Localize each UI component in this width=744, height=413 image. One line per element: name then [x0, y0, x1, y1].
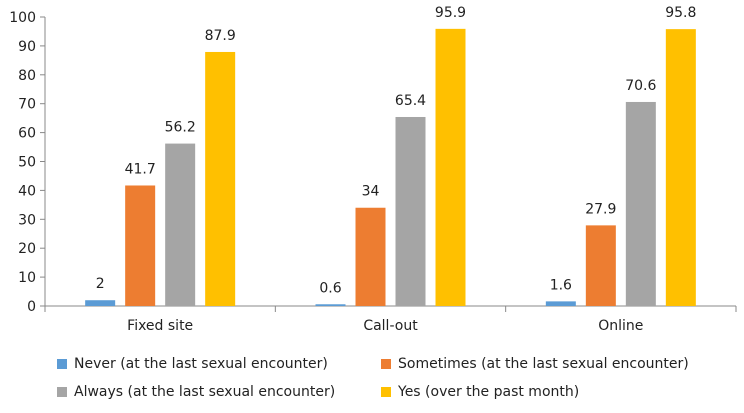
category-labels: Fixed site Call-out Online — [127, 318, 643, 334]
data-label: 87.9 — [205, 28, 236, 44]
data-labels: 2 41.7 56.2 87.9 0.6 34 65.4 95.9 1.6 27.9 70.6 95.… — [96, 5, 697, 296]
data-label: 65.4 — [395, 93, 426, 109]
data-label: 34 — [362, 184, 380, 200]
bar — [625, 101, 656, 306]
data-label: 2 — [96, 276, 105, 292]
bar — [205, 51, 236, 307]
bar — [395, 116, 426, 306]
y-tick-label: 60 — [18, 126, 36, 142]
category-label: Call-out — [363, 318, 418, 334]
y-tick-label: 80 — [18, 68, 36, 84]
bar — [315, 304, 346, 306]
bar — [545, 301, 576, 306]
bar — [665, 29, 696, 306]
category-label: Online — [598, 318, 643, 334]
y-tick-label: 50 — [18, 155, 36, 171]
y-tick-label: 0 — [27, 299, 36, 315]
y-tick-label: 40 — [18, 183, 36, 199]
y-tick-label: 30 — [18, 212, 36, 228]
data-label: 27.9 — [585, 201, 616, 217]
y-tick-label: 10 — [18, 270, 36, 286]
category-label: Fixed site — [127, 318, 193, 334]
bar — [435, 28, 466, 306]
data-label: 1.6 — [550, 277, 572, 293]
data-label: 95.8 — [665, 5, 696, 21]
y-tick-label: 70 — [18, 97, 36, 113]
data-label: 70.6 — [625, 78, 656, 94]
bar — [585, 225, 616, 306]
data-label: 0.6 — [319, 280, 341, 296]
bar — [355, 207, 386, 306]
data-label: 41.7 — [125, 161, 156, 177]
data-label: 56.2 — [165, 120, 196, 136]
y-tick-label: 20 — [18, 241, 36, 257]
chart-bars — [85, 28, 696, 307]
y-axis-ticks: 0 10 20 30 40 50 60 70 80 90 100 — [9, 10, 45, 315]
y-tick-label: 90 — [18, 39, 36, 55]
data-label: 95.9 — [435, 5, 466, 21]
bar — [165, 143, 196, 306]
bar — [85, 300, 116, 306]
bar — [125, 185, 156, 306]
y-tick-label: 100 — [9, 10, 36, 26]
